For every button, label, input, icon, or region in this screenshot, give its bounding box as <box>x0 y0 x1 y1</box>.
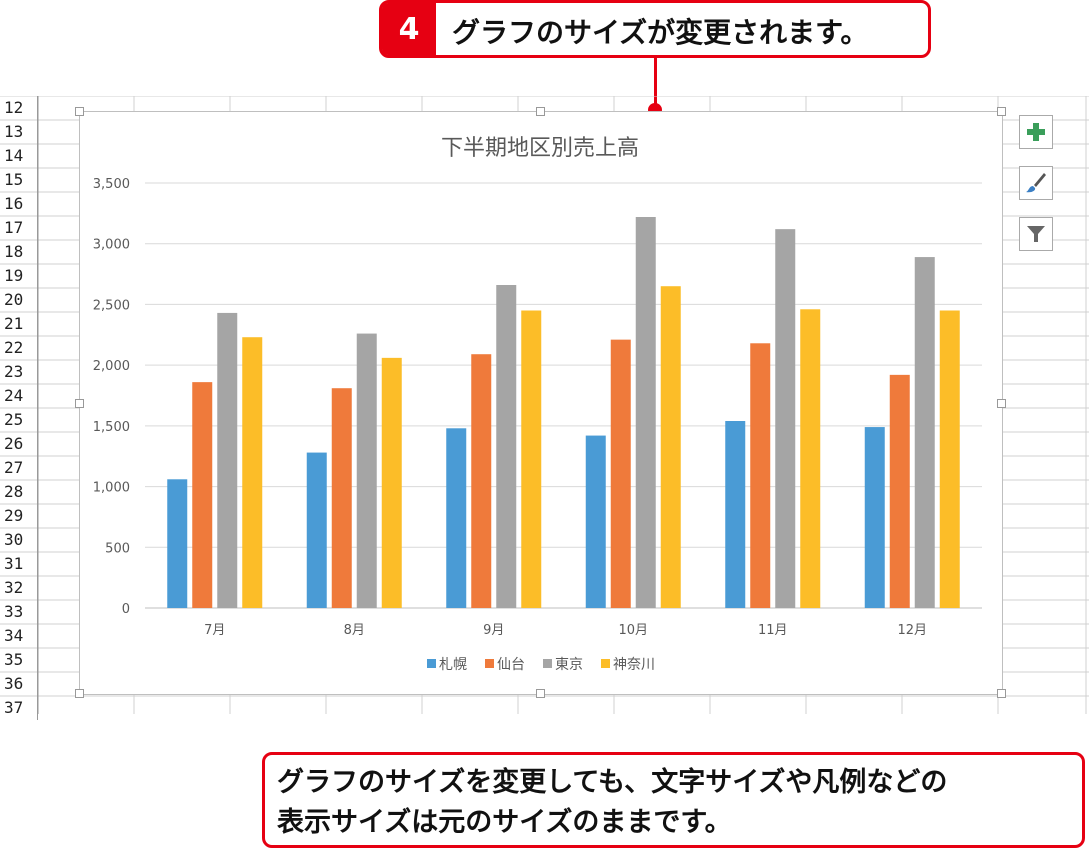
bar[interactable] <box>381 357 402 608</box>
chart-title[interactable]: 下半期地区別売上高 <box>441 136 639 161</box>
bar[interactable] <box>521 310 542 609</box>
x-tick-label: 8月 <box>344 623 365 638</box>
column-chart: 下半期地区別売上高 0 500 1,000 1,500 2,000 2,500 3,000 3,… <box>93 136 982 673</box>
row-header[interactable]: 20 <box>0 288 38 312</box>
chart-styles-button[interactable] <box>1019 166 1053 200</box>
note-callout: グラフのサイズを変更しても、文字サイズや凡例などの 表示サイズは元のサイズのまま… <box>262 752 1085 848</box>
row-header[interactable]: 32 <box>0 576 38 600</box>
legend-entry[interactable]: 仙台 <box>497 657 525 673</box>
bar[interactable] <box>914 257 935 608</box>
resize-handle-right[interactable] <box>997 399 1006 408</box>
y-tick-label: 2,500 <box>93 298 130 313</box>
resize-handle-bottom[interactable] <box>536 689 545 698</box>
resize-handle-top-right[interactable] <box>997 107 1006 116</box>
bar[interactable] <box>306 452 327 608</box>
row-header[interactable]: 30 <box>0 528 38 552</box>
row-header[interactable]: 23 <box>0 360 38 384</box>
row-header[interactable]: 13 <box>0 120 38 144</box>
row-header[interactable]: 33 <box>0 600 38 624</box>
resize-handle-top[interactable] <box>536 107 545 116</box>
step-callout: 4 グラフのサイズが変更されます。 <box>379 0 931 58</box>
legend-swatch <box>601 659 610 668</box>
bar[interactable] <box>800 309 821 608</box>
chart-filters-button[interactable] <box>1019 217 1053 251</box>
bar[interactable] <box>242 337 263 608</box>
bar[interactable] <box>446 428 467 608</box>
legend-entry[interactable]: 札幌 <box>439 657 467 673</box>
row-header[interactable]: 25 <box>0 408 38 432</box>
row-header[interactable]: 24 <box>0 384 38 408</box>
row-header[interactable]: 31 <box>0 552 38 576</box>
y-tick-label: 3,000 <box>93 238 130 253</box>
bar[interactable] <box>356 333 377 608</box>
bar[interactable] <box>864 427 885 608</box>
row-header[interactable]: 26 <box>0 432 38 456</box>
y-tick-label: 1,000 <box>93 481 130 496</box>
bar[interactable] <box>635 217 656 608</box>
y-tick-label: 2,000 <box>93 359 130 374</box>
resize-handle-bottom-left[interactable] <box>75 689 84 698</box>
row-header[interactable]: 12 <box>0 96 38 120</box>
x-tick-label: 12月 <box>897 623 927 638</box>
bar[interactable] <box>939 310 960 609</box>
x-tick-label: 9月 <box>483 623 504 638</box>
row-header[interactable]: 16 <box>0 192 38 216</box>
legend-entry[interactable]: 東京 <box>555 657 583 673</box>
step-number-badge: 4 <box>382 3 436 55</box>
row-header[interactable]: 19 <box>0 264 38 288</box>
bar[interactable] <box>610 339 631 608</box>
legend-swatch <box>427 659 436 668</box>
row-header[interactable]: 18 <box>0 240 38 264</box>
bar[interactable] <box>496 285 517 608</box>
row-header[interactable]: 27 <box>0 456 38 480</box>
bar[interactable] <box>889 374 910 608</box>
note-line-1: グラフのサイズを変更しても、文字サイズや凡例などの <box>277 767 948 798</box>
bar[interactable] <box>167 479 188 608</box>
y-tick-label: 0 <box>122 602 130 617</box>
row-header[interactable]: 36 <box>0 672 38 696</box>
note-line-2: 表示サイズは元のサイズのままです。 <box>277 807 732 838</box>
bar[interactable] <box>660 286 681 608</box>
plus-icon <box>1027 123 1045 141</box>
row-header[interactable]: 22 <box>0 336 38 360</box>
row-header[interactable]: 35 <box>0 648 38 672</box>
resize-handle-top-left[interactable] <box>75 107 84 116</box>
bar[interactable] <box>192 382 213 608</box>
bar[interactable] <box>585 435 606 608</box>
x-tick-label: 10月 <box>618 623 648 638</box>
y-tick-label: 500 <box>105 541 130 556</box>
y-tick-label: 3,500 <box>93 177 130 192</box>
callout-connector-line <box>654 58 657 110</box>
filter-icon <box>1027 226 1045 242</box>
x-tick-label: 7月 <box>204 623 225 638</box>
bar[interactable] <box>331 388 352 608</box>
row-header[interactable]: 34 <box>0 624 38 648</box>
x-tick-label: 11月 <box>758 623 788 638</box>
legend-entry[interactable]: 神奈川 <box>613 657 655 673</box>
row-header[interactable]: 17 <box>0 216 38 240</box>
resize-handle-left[interactable] <box>75 399 84 408</box>
legend-swatch <box>543 659 552 668</box>
bar[interactable] <box>775 229 796 608</box>
row-header[interactable]: 14 <box>0 144 38 168</box>
chart-elements-button[interactable] <box>1019 115 1053 149</box>
bar[interactable] <box>471 354 492 608</box>
bar[interactable] <box>725 421 746 608</box>
resize-handle-bottom-right[interactable] <box>997 689 1006 698</box>
y-tick-label: 1,500 <box>93 420 130 435</box>
paintbrush-icon <box>1026 173 1046 193</box>
row-header[interactable]: 21 <box>0 312 38 336</box>
step-callout-text: グラフのサイズが変更されます。 <box>452 16 869 49</box>
bar[interactable] <box>750 343 771 608</box>
row-header[interactable]: 28 <box>0 480 38 504</box>
legend-swatch <box>485 659 494 668</box>
row-header[interactable]: 15 <box>0 168 38 192</box>
row-header[interactable]: 37 <box>0 696 38 720</box>
bar[interactable] <box>217 312 238 608</box>
row-header[interactable]: 29 <box>0 504 38 528</box>
